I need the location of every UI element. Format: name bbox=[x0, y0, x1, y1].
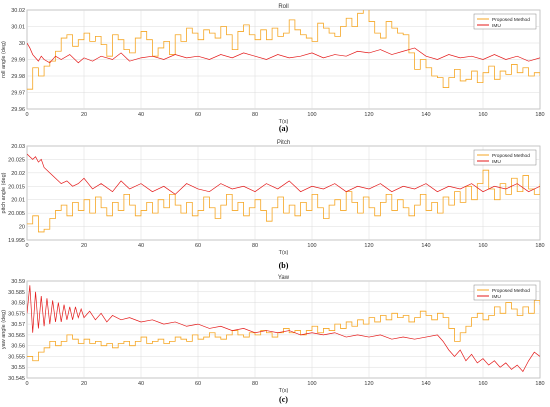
x-tick-label: 0 bbox=[25, 381, 28, 387]
y-tick-label: 30.01 bbox=[11, 25, 25, 31]
x-tick-label: 140 bbox=[421, 381, 430, 387]
y-tick-label: 30.02 bbox=[11, 8, 25, 14]
series-imu-line bbox=[27, 285, 540, 373]
y-tick-label: 20 bbox=[19, 225, 25, 231]
legend-box bbox=[473, 284, 537, 301]
y-tick-label: 20.025 bbox=[8, 157, 25, 163]
x-tick-label: 100 bbox=[307, 381, 316, 387]
y-tick-label: 30.59 bbox=[11, 279, 25, 285]
x-tick-label: 180 bbox=[535, 381, 544, 387]
x-tick-label: 160 bbox=[478, 112, 487, 118]
y-tick-label: 30 bbox=[19, 41, 25, 47]
x-tick-label: 180 bbox=[535, 243, 544, 249]
x-tick-label: 140 bbox=[421, 112, 430, 118]
panel-roll: 0 20 40 60 80 100 120 140 160 180 29.96 29.97 29.98 2… bbox=[1, 4, 545, 133]
legend-label: IMU bbox=[492, 159, 501, 165]
y-tick-label: 29.99 bbox=[11, 58, 25, 64]
x-tick-label: 20 bbox=[81, 112, 87, 118]
x-axis-label: T(s) bbox=[279, 119, 289, 125]
y-tick-label: 30.56 bbox=[11, 344, 25, 350]
y-tick-label: 30.585 bbox=[8, 290, 25, 296]
series-imu-line bbox=[27, 42, 540, 64]
legend-label: Proposed Method bbox=[492, 17, 530, 23]
series-imu-line bbox=[27, 153, 540, 195]
x-tick-label: 80 bbox=[252, 243, 258, 249]
legend-label: IMU bbox=[492, 23, 501, 29]
y-tick-label: 20.015 bbox=[8, 184, 25, 190]
y-tick-label: 30.58 bbox=[11, 301, 25, 307]
series-proposed-method-line bbox=[27, 169, 540, 233]
panel-title: Yaw bbox=[278, 275, 290, 281]
x-tick-label: 140 bbox=[421, 243, 430, 249]
x-tick-label: 20 bbox=[81, 243, 87, 249]
x-axis-label: T(s) bbox=[279, 250, 289, 256]
y-tick-label: 20.01 bbox=[11, 198, 25, 204]
y-tick-label: 30.55 bbox=[11, 365, 25, 371]
x-tick-label: 80 bbox=[252, 112, 258, 118]
panel-title: Roll bbox=[278, 4, 288, 10]
y-axis-label: yaw angle (deg) bbox=[1, 310, 7, 349]
x-tick-label: 0 bbox=[25, 112, 28, 118]
y-tick-label: 29.98 bbox=[11, 74, 25, 80]
y-tick-label: 30.565 bbox=[8, 333, 25, 339]
x-tick-label: 120 bbox=[364, 243, 373, 249]
panel-title: Pitch bbox=[277, 140, 290, 146]
x-tick-label: 80 bbox=[252, 381, 258, 387]
y-tick-label: 30.555 bbox=[8, 354, 25, 360]
legend-label: Proposed Method bbox=[492, 288, 530, 294]
panel-caption: (a) bbox=[279, 124, 289, 133]
y-tick-label: 20.02 bbox=[11, 171, 25, 177]
x-tick-label: 160 bbox=[478, 243, 487, 249]
x-tick-label: 0 bbox=[25, 243, 28, 249]
x-tick-label: 180 bbox=[535, 112, 544, 118]
x-tick-label: 160 bbox=[478, 381, 487, 387]
x-tick-label: 100 bbox=[307, 243, 316, 249]
y-tick-label: 30.57 bbox=[11, 322, 25, 328]
panel-caption: (c) bbox=[279, 395, 288, 404]
x-tick-label: 60 bbox=[195, 381, 201, 387]
plot-area bbox=[26, 145, 541, 241]
legend-box bbox=[473, 149, 537, 166]
series-proposed-method-line bbox=[27, 300, 540, 362]
panel-yaw: 0 20 40 60 80 100 120 140 160 180 30.545 30.55 30.55… bbox=[1, 275, 545, 404]
y-tick-label: 19.995 bbox=[8, 238, 25, 244]
y-tick-label: 29.96 bbox=[11, 107, 25, 113]
y-tick-label: 20.03 bbox=[11, 144, 25, 150]
series-proposed-method-line bbox=[27, 10, 540, 90]
x-tick-label: 40 bbox=[138, 112, 144, 118]
y-tick-label: 20.005 bbox=[8, 211, 25, 217]
x-tick-label: 40 bbox=[138, 381, 144, 387]
x-tick-label: 120 bbox=[364, 112, 373, 118]
x-tick-label: 60 bbox=[195, 243, 201, 249]
panel-pitch: 0 20 40 60 80 100 120 140 160 180 19.995 20 20.005 20… bbox=[1, 140, 545, 270]
y-tick-label: 30.545 bbox=[8, 376, 25, 382]
y-tick-label: 29.97 bbox=[11, 91, 25, 97]
legend-label: IMU bbox=[492, 294, 501, 300]
x-tick-label: 40 bbox=[138, 243, 144, 249]
y-axis-label: roll angle (deg) bbox=[1, 41, 7, 78]
y-tick-label: 30.575 bbox=[8, 311, 25, 317]
panel-caption: (b) bbox=[279, 261, 289, 270]
x-tick-label: 60 bbox=[195, 112, 201, 118]
x-axis-label: T(s) bbox=[279, 388, 289, 394]
y-axis-label: pitch angle (deg) bbox=[1, 172, 7, 213]
x-tick-label: 20 bbox=[81, 381, 87, 387]
x-tick-label: 100 bbox=[307, 112, 316, 118]
legend-label: Proposed Method bbox=[492, 153, 530, 159]
legend-box bbox=[473, 13, 537, 30]
x-tick-label: 120 bbox=[364, 381, 373, 387]
